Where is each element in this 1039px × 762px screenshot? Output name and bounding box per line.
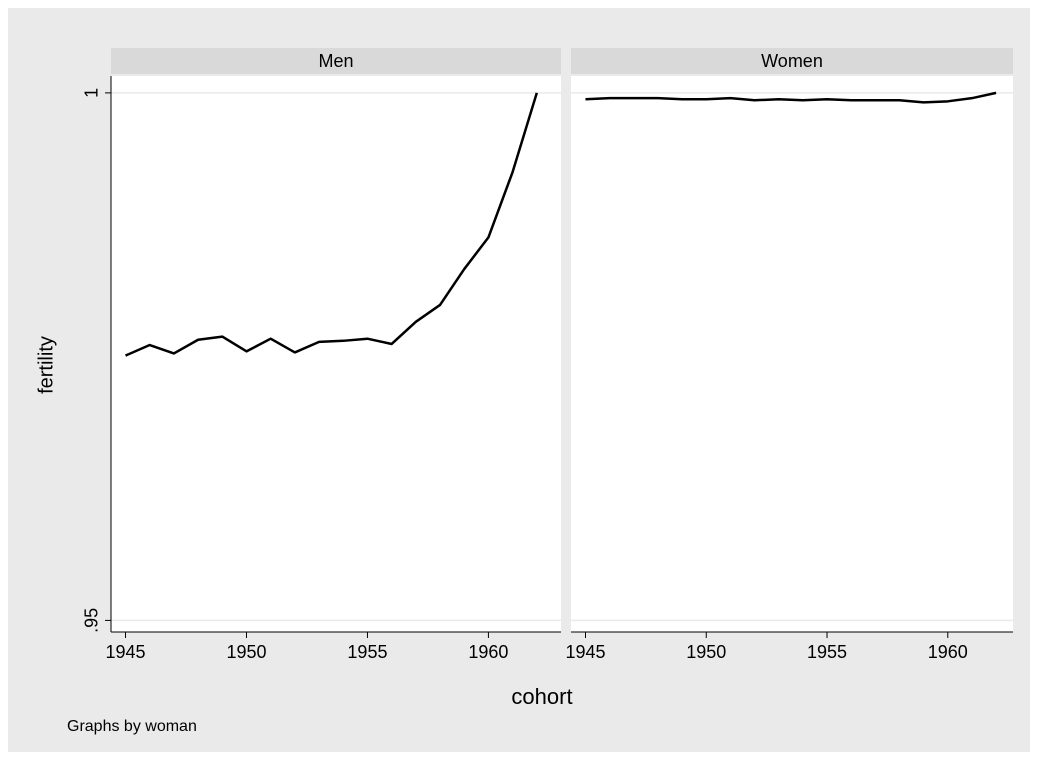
x-tick-label: 1955 [347, 642, 387, 662]
x-tick-label: 1950 [226, 642, 266, 662]
plot-area [111, 76, 561, 632]
y-tick-label: 1 [82, 88, 102, 98]
note: Graphs by woman [67, 718, 197, 735]
x-tick-label: 1945 [565, 642, 605, 662]
y-axis-label: fertility [35, 336, 57, 394]
x-tick-label: 1960 [468, 642, 508, 662]
line-series [585, 91, 997, 104]
line-series [125, 92, 539, 357]
panel-header [111, 48, 561, 74]
panel-title: Men [318, 51, 353, 71]
panel-title: Women [761, 51, 823, 71]
y-tick-label: .95 [82, 608, 102, 633]
x-tick-label: 1950 [686, 642, 726, 662]
x-tick-label: 1960 [928, 642, 968, 662]
x-tick-label: 1945 [105, 642, 145, 662]
plot-area [571, 76, 1013, 632]
x-axis-label: cohort [511, 684, 572, 709]
panel-header [571, 48, 1013, 74]
x-tick-label: 1955 [807, 642, 847, 662]
